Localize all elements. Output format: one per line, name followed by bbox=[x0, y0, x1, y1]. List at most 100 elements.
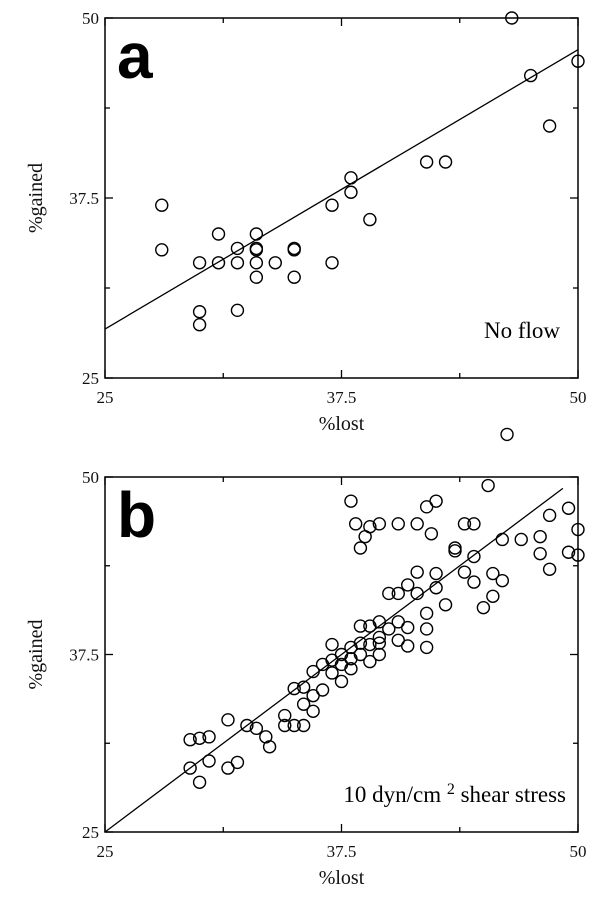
data-point bbox=[372, 517, 387, 531]
data-point bbox=[401, 578, 415, 592]
data-point bbox=[429, 494, 443, 508]
annotation-suffix: shear stress bbox=[455, 782, 566, 807]
data-point bbox=[429, 581, 443, 595]
panel-label: b bbox=[117, 479, 156, 551]
data-point bbox=[419, 640, 434, 655]
data-point bbox=[363, 637, 377, 652]
data-point bbox=[325, 666, 339, 680]
y-tick-label: 37.5 bbox=[69, 646, 99, 665]
data-point bbox=[419, 155, 434, 169]
data-point bbox=[192, 731, 207, 745]
data-point bbox=[211, 227, 226, 241]
data-point bbox=[372, 630, 387, 645]
data-point bbox=[561, 545, 576, 559]
data-point bbox=[542, 119, 557, 133]
chart-panel-a: 25 37.5 50 25 37.5 50 %lost %gained a No flow bbox=[25, 9, 587, 435]
data-point bbox=[410, 517, 424, 531]
data-point bbox=[486, 566, 500, 581]
y-axis-label: %gained bbox=[25, 620, 47, 690]
x-tick-label: 50 bbox=[570, 842, 587, 861]
x-tick-label: 37.5 bbox=[327, 842, 357, 861]
data-point bbox=[230, 241, 245, 256]
data-point bbox=[542, 508, 557, 523]
data-point bbox=[438, 155, 453, 169]
data-point bbox=[249, 270, 264, 284]
data-point bbox=[249, 721, 264, 736]
data-point bbox=[391, 517, 405, 531]
data-point bbox=[410, 565, 424, 579]
data-point bbox=[183, 733, 197, 747]
data-point bbox=[363, 619, 377, 633]
data-point bbox=[230, 755, 245, 770]
data-point bbox=[287, 681, 301, 696]
data-point bbox=[457, 517, 472, 531]
data-point bbox=[372, 647, 387, 662]
data-point bbox=[524, 68, 538, 83]
data-point bbox=[382, 622, 396, 636]
data-point bbox=[353, 636, 368, 650]
data-point bbox=[296, 718, 311, 733]
y-tick-label: 25 bbox=[82, 823, 99, 842]
data-point bbox=[262, 740, 277, 754]
data-point bbox=[155, 243, 169, 257]
panel-label: a bbox=[117, 20, 153, 92]
data-point bbox=[334, 674, 349, 689]
data-point bbox=[306, 664, 320, 679]
data-point bbox=[363, 520, 377, 534]
data-point bbox=[495, 532, 510, 547]
data-point bbox=[353, 541, 368, 555]
data-point bbox=[481, 478, 495, 493]
data-point bbox=[372, 615, 387, 629]
data-point bbox=[249, 256, 264, 270]
data-point bbox=[296, 697, 311, 711]
y-tick-label: 50 bbox=[82, 9, 99, 28]
x-axis-label: %lost bbox=[319, 413, 365, 435]
data-point bbox=[348, 517, 363, 531]
data-point bbox=[424, 527, 439, 541]
y-axis-label: %gained bbox=[25, 163, 47, 233]
y-tick-label: 25 bbox=[82, 369, 99, 388]
data-point bbox=[249, 243, 264, 257]
data-point bbox=[467, 575, 481, 589]
data-point bbox=[372, 636, 387, 650]
data-point bbox=[401, 620, 415, 635]
data-point bbox=[268, 256, 282, 270]
annotation-text: No flow bbox=[484, 318, 560, 343]
data-point bbox=[306, 704, 320, 718]
data-point bbox=[571, 548, 585, 562]
data-point bbox=[183, 761, 197, 775]
data-point bbox=[571, 522, 585, 537]
data-point bbox=[419, 606, 434, 621]
data-point bbox=[448, 544, 462, 558]
data-point bbox=[344, 662, 358, 676]
data-point bbox=[211, 256, 226, 270]
x-tick-label: 50 bbox=[570, 388, 587, 407]
data-point bbox=[391, 586, 405, 601]
x-tick-label: 25 bbox=[97, 388, 114, 407]
data-point bbox=[363, 212, 377, 227]
data-point bbox=[410, 586, 424, 601]
data-point bbox=[438, 598, 453, 612]
data-point bbox=[344, 494, 358, 508]
data-point bbox=[401, 639, 415, 653]
data-point bbox=[221, 713, 235, 727]
data-point bbox=[315, 683, 330, 697]
data-point bbox=[344, 171, 358, 185]
data-point bbox=[495, 573, 510, 588]
data-point bbox=[240, 718, 254, 733]
data-point bbox=[202, 754, 216, 768]
data-point bbox=[533, 546, 547, 561]
data-point bbox=[325, 198, 339, 212]
fit-line bbox=[104, 487, 564, 833]
y-tick-label: 37.5 bbox=[69, 189, 99, 208]
x-tick-label: 25 bbox=[97, 842, 114, 861]
data-point bbox=[325, 637, 339, 652]
data-point bbox=[278, 708, 292, 723]
data-point bbox=[514, 532, 528, 547]
data-point bbox=[467, 549, 481, 564]
data-point bbox=[192, 775, 207, 789]
data-point bbox=[382, 586, 396, 601]
data-point bbox=[457, 565, 472, 579]
data-point bbox=[230, 303, 245, 318]
fit-line bbox=[104, 49, 579, 330]
